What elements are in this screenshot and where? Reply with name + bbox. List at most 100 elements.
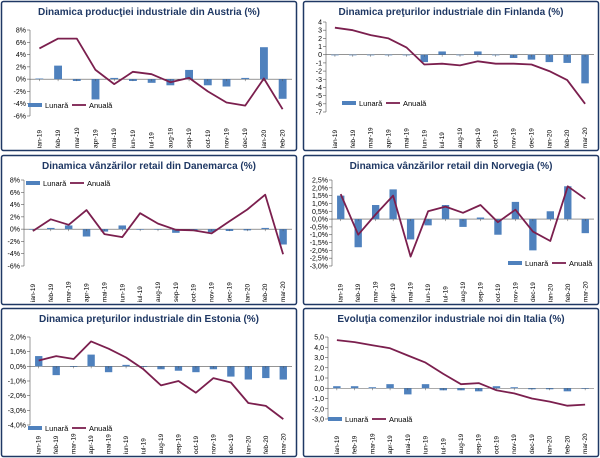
- bar-monthly: [420, 54, 429, 63]
- x-tick-label: feb-20: [564, 129, 571, 148]
- y-tick-label: 2%: [16, 64, 26, 71]
- y-tick-label: 1,0: [314, 376, 324, 383]
- x-tick-label: ian-19: [334, 436, 341, 454]
- x-tick-label: feb-20: [263, 435, 270, 454]
- bar-monthly: [474, 51, 482, 55]
- x-tick-label: dec-19: [528, 128, 535, 148]
- x-tick-label: ian-19: [36, 130, 43, 148]
- y-tick-label: 2,5%: [312, 178, 328, 185]
- x-tick-label: dec-19: [529, 434, 536, 454]
- x-tick-label: feb-20: [280, 129, 287, 148]
- x-tick-label: nov-19: [210, 434, 217, 454]
- x-tick-label: apr-19: [386, 129, 393, 148]
- bar-monthly: [174, 366, 183, 371]
- chart-title: Dinamica vânzărilor retail din Danemarca…: [42, 161, 256, 172]
- bar-monthly: [581, 54, 589, 84]
- y-tick-label: 2,0%: [10, 335, 26, 342]
- chart-panel-estonia: Dinamica preţurilor industriale din Esto…: [0, 307, 298, 458]
- y-tick-label: 5,0: [314, 335, 324, 342]
- bar-monthly: [52, 366, 60, 376]
- legend-label-monthly: Lunară: [43, 179, 67, 188]
- y-tick-label: -2%: [14, 89, 26, 96]
- x-tick-label: mar-20: [280, 433, 287, 454]
- y-tick-label: -6%: [14, 114, 26, 121]
- chart-title: Evoluţia comenzilor industriale noi din …: [337, 314, 564, 325]
- y-tick-label: -3,0%: [310, 264, 328, 271]
- chart-frame: [302, 154, 600, 306]
- x-tick-label: oct-19: [191, 284, 198, 302]
- y-tick-label: 0: [318, 52, 322, 59]
- chart-panel-italy: Evoluţia comenzilor industriale noi din …: [302, 307, 600, 458]
- x-tick-label: ian-19: [338, 284, 345, 302]
- y-tick-label: 2,0%: [312, 185, 328, 192]
- bar-monthly: [494, 219, 502, 235]
- x-tick-label: nov-19: [511, 434, 518, 454]
- x-tick-label: feb-19: [53, 435, 60, 454]
- chart-title: Dinamica vânzărilor retail din Norvegia …: [350, 161, 553, 172]
- line-annual: [38, 340, 284, 420]
- x-tick-label: feb-20: [262, 283, 269, 302]
- x-tick-label: mai-19: [106, 434, 113, 454]
- x-tick-label: aug-19: [457, 127, 464, 148]
- bar-monthly: [421, 384, 430, 389]
- x-tick-label: iun-19: [421, 130, 428, 148]
- bar-monthly: [441, 205, 450, 220]
- bar-monthly: [278, 79, 287, 99]
- chart-svg: Dinamica vânzărilor retail din Danemarca…: [0, 154, 298, 306]
- x-tick-label: mar-20: [582, 281, 589, 302]
- x-tick-label: sep-19: [186, 128, 193, 148]
- y-tick-label: -4,0%: [8, 423, 26, 430]
- x-tick-label: mar-20: [582, 433, 589, 454]
- bar-monthly: [371, 205, 380, 220]
- y-tick-label: 2%: [10, 214, 20, 221]
- x-tick-label: nov-19: [511, 128, 518, 148]
- y-tick-label: 4,0: [314, 345, 324, 352]
- x-tick-label: ian-20: [547, 284, 554, 302]
- y-tick-label: -2%: [8, 239, 20, 246]
- bar-monthly: [185, 69, 194, 80]
- x-tick-label: sep-19: [476, 434, 483, 454]
- chart-svg: Dinamica vânzărilor retail din Norvegia …: [302, 154, 600, 306]
- bar-monthly: [545, 54, 554, 63]
- y-tick-label: 0,5%: [312, 209, 328, 216]
- chart-panel-denmark: Dinamica vânzărilor retail din Danemarca…: [0, 154, 298, 306]
- x-tick-label: apr-19: [88, 435, 95, 454]
- y-tick-label: -1,0: [312, 396, 324, 403]
- legend-label-annual: Anuală: [87, 179, 111, 188]
- y-tick-label: -2,5%: [310, 256, 328, 263]
- bar-monthly: [350, 386, 359, 389]
- chart-frame: [302, 307, 600, 458]
- x-tick-label: dec-19: [226, 282, 233, 302]
- legend-label-annual: Anuală: [569, 259, 593, 268]
- line-annual: [32, 193, 284, 255]
- x-tick-label: iul-19: [443, 286, 450, 302]
- bar-monthly: [527, 54, 536, 60]
- legend-label-annual: Anuală: [403, 99, 427, 108]
- chart-svg: Dinamica producţiei industriale din Aust…: [0, 0, 298, 152]
- y-tick-label: 1,0%: [312, 201, 328, 208]
- legend-swatch-monthly: [28, 103, 42, 107]
- y-tick-label: 0,0%: [312, 217, 328, 224]
- y-tick-label: -3,0: [312, 417, 324, 424]
- x-tick-label: sep-19: [173, 282, 180, 302]
- legend-label-monthly: Lunară: [525, 259, 549, 268]
- bar-monthly: [35, 78, 44, 80]
- x-tick-label: ian-19: [36, 436, 43, 454]
- y-tick-label: 2: [318, 36, 322, 43]
- x-tick-label: ian-20: [547, 436, 554, 454]
- x-tick-label: dec-19: [530, 282, 537, 302]
- x-tick-label: mai-19: [101, 282, 108, 302]
- bar-monthly: [110, 77, 119, 80]
- x-tick-label: iul-19: [141, 438, 148, 454]
- legend-label-annual: Anuală: [389, 415, 413, 424]
- y-tick-label: 1,0%: [10, 349, 26, 356]
- x-tick-label: ian-20: [245, 436, 252, 454]
- y-tick-label: 3: [318, 28, 322, 35]
- chart-panel-norway: Dinamica vânzărilor retail din Norvegia …: [302, 154, 600, 306]
- y-tick-label: -6: [316, 101, 322, 108]
- chart-panel-austria: Dinamica producţiei industriale din Aust…: [0, 0, 298, 152]
- line-annual: [339, 185, 586, 258]
- x-tick-label: iun-19: [423, 436, 430, 454]
- x-tick-label: mai-19: [408, 282, 415, 302]
- y-tick-label: -2,0: [312, 406, 324, 413]
